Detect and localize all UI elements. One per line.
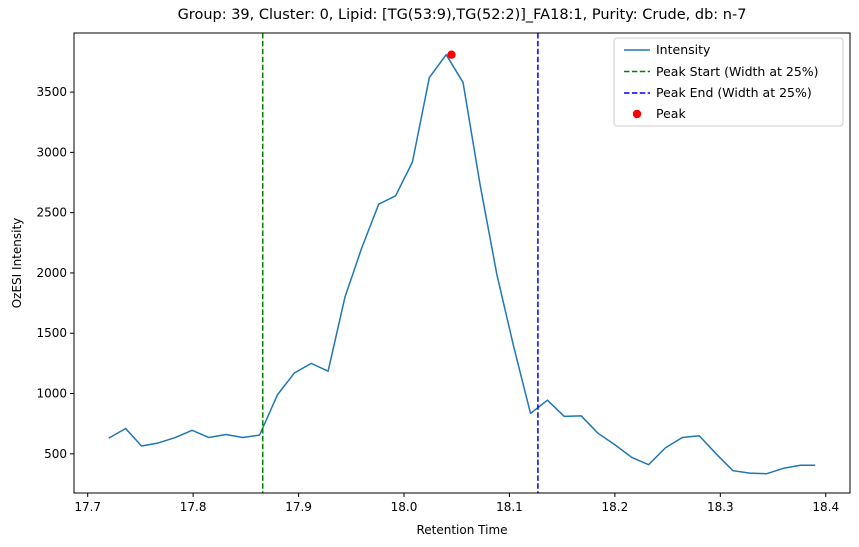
x-tick-label: 18.2 [602,500,629,514]
x-tick-label: 18.1 [496,500,523,514]
x-tick-label: 17.7 [74,500,101,514]
x-tick-label: 18.4 [812,500,839,514]
legend-label-intensity: Intensity [656,42,711,57]
series-intensity-line [108,53,816,475]
legend-swatch-peak [632,109,642,119]
legend-label-peak-end: Peak End (Width at 25%) [656,85,812,100]
y-tick-label: 1500 [36,326,67,340]
legend-label-peak-start: Peak Start (Width at 25%) [656,64,819,79]
x-tick-label: 18.0 [391,500,418,514]
y-tick-label: 2500 [36,206,67,220]
y-tick-label: 2000 [36,266,67,280]
y-tick-label: 500 [44,447,67,461]
x-tick-label: 18.3 [707,500,734,514]
axis-ticks: 17.7 17.8 17.9 18.0 18.1 18.2 18.3 18.4 500 1000 1… [36,85,839,514]
chart-title: Group: 39, Cluster: 0, Lipid: [TG(53:9),… [178,7,747,23]
legend-label-peak: Peak [656,106,686,121]
peak-marker [447,50,456,59]
x-axis-title: Retention Time [416,523,507,537]
y-tick-label: 3000 [36,145,67,159]
x-tick-label: 17.9 [285,500,312,514]
plot-frame [73,32,851,494]
legend: Intensity Peak Start (Width at 25%) Peak… [613,37,844,127]
y-tick-label: 1000 [36,387,67,401]
y-axis-title: OzESI Intensity [10,218,24,309]
plot-area [108,33,816,493]
y-tick-label: 3500 [36,85,67,99]
x-tick-label: 17.8 [180,500,207,514]
legend-frame [613,37,844,127]
